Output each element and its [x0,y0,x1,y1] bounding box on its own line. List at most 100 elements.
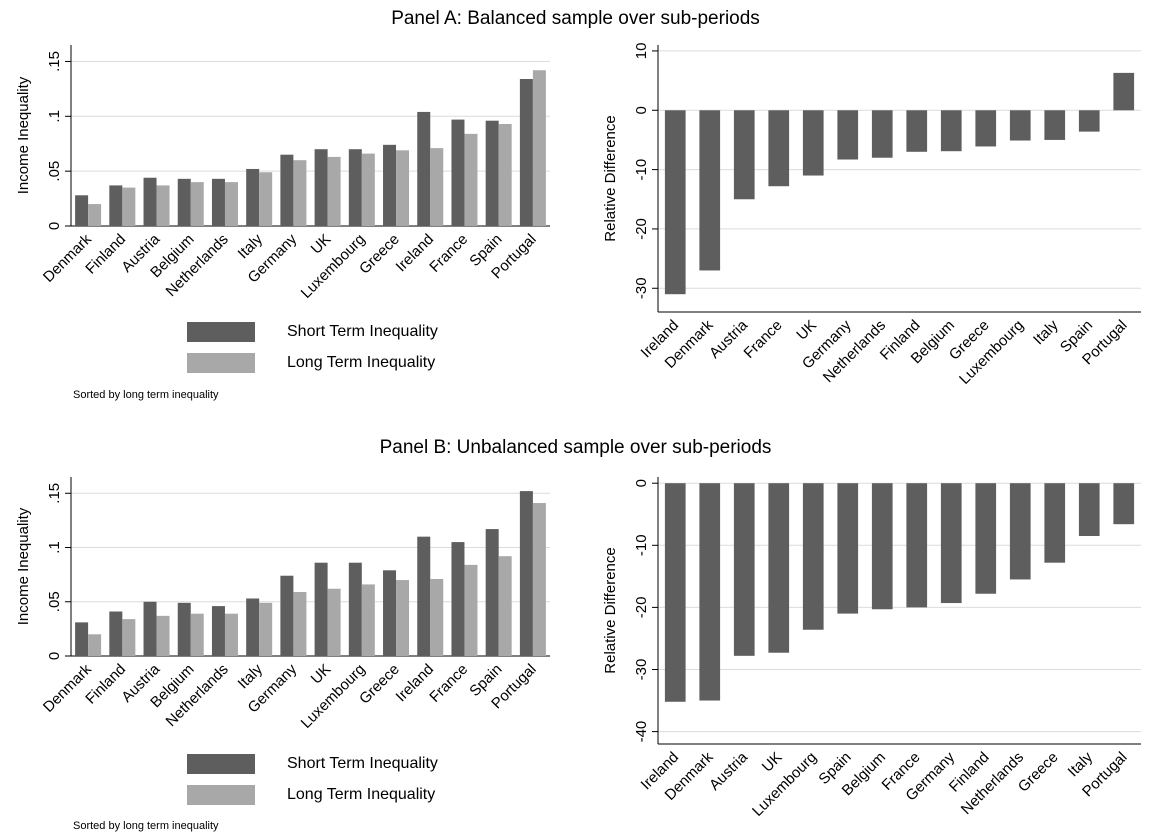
bar-long [156,615,170,656]
bar-short [348,149,362,226]
bar-relative-difference [1009,483,1031,580]
bar-relative-difference [768,110,790,187]
bar-relative-difference [871,110,893,158]
bar-relative-difference [699,483,721,701]
bar-short [451,542,465,656]
bar-relative-difference [940,483,962,604]
legend-swatch-long [187,353,255,373]
bar-relative-difference [664,110,686,295]
bar-short [75,195,89,226]
bar-long [464,133,478,226]
legend-swatch-short [187,322,255,342]
bar-long [327,156,341,226]
bar-short [485,529,499,656]
bar-relative-difference [1078,483,1100,536]
bar-long [430,578,444,656]
x-tick-label: France [741,317,786,362]
bar-long [190,182,204,226]
bar-long [224,182,238,226]
bar-short [383,570,397,656]
bar-relative-difference [1044,483,1066,563]
bar-relative-difference [699,110,721,271]
legend-swatch-short [187,754,255,774]
bar-short [348,562,362,656]
bar-long [532,503,546,656]
y-axis-label: Relative Difference [602,547,619,673]
panel-a-title: Panel A: Balanced sample over sub-period… [391,8,760,29]
bar-long [259,172,273,226]
x-tick-label: Denmark [40,230,95,285]
y-tick-label: -30 [633,277,650,299]
bar-long [88,634,102,656]
bar-short [417,536,431,656]
bar-relative-difference [664,483,686,702]
bar-short [314,562,328,656]
bar-long [190,613,204,656]
y-tick-label: .15 [46,51,63,72]
legend-label-long: Long Term Inequality [287,786,436,803]
legend-swatch-long [187,785,255,805]
y-tick-label: .15 [46,483,63,504]
bar-relative-difference [1044,110,1066,140]
y-tick-label: -10 [633,534,650,556]
bar-long [361,584,375,656]
bar-short [280,154,294,226]
bar-long [88,204,102,226]
bar-long [259,602,273,656]
bar-short [485,120,499,226]
bar-relative-difference [975,483,997,594]
bar-long [327,588,341,656]
bar-long [532,70,546,226]
bar-relative-difference [733,483,755,656]
y-axis-label: Income Inequality [15,76,32,194]
bar-long [498,123,512,226]
bar-relative-difference [837,483,859,614]
y-tick-label: -40 [633,721,650,743]
legend-label-short: Short Term Inequality [287,323,438,340]
bar-short [314,149,328,226]
y-tick-label: 0 [633,479,650,487]
bar-long [122,187,136,226]
bar-short [246,598,260,656]
bar-short [75,622,89,656]
panel-b-title: Panel B: Unbalanced sample over sub-peri… [379,437,772,458]
bar-short [211,178,225,226]
bar-short [143,177,157,226]
x-tick-label: Austria [706,748,751,793]
y-tick-label: 0 [46,222,63,230]
bar-short [417,111,431,226]
bar-short [211,606,225,656]
bar-long [293,160,307,226]
x-tick-label: France [426,231,471,276]
x-tick-label: UK [759,749,786,776]
panel-b-sort-note: Sorted by long term inequality [73,820,219,832]
panel-a-sort-note: Sorted by long term inequality [73,389,219,401]
bar-short [109,185,123,226]
bar-short [451,119,465,226]
bar-relative-difference [802,483,824,630]
bar-long [224,613,238,656]
bar-short [177,602,191,656]
bar-short [109,611,123,656]
bar-short [246,168,260,226]
bar-long [396,580,410,656]
bar-relative-difference [1113,483,1135,525]
bar-relative-difference [906,483,928,608]
y-tick-label: 0 [46,652,63,660]
bar-relative-difference [1113,72,1135,111]
bar-relative-difference [733,110,755,200]
bar-long [293,591,307,656]
y-tick-label: 10 [633,43,650,60]
x-tick-label: Denmark [40,660,95,715]
bar-short [177,178,191,226]
bar-long [396,150,410,226]
bar-long [156,185,170,226]
y-tick-label: .1 [46,541,63,554]
bar-long [498,556,512,656]
bar-relative-difference [1078,110,1100,132]
x-tick-label: France [426,661,471,706]
bar-long [464,564,478,656]
